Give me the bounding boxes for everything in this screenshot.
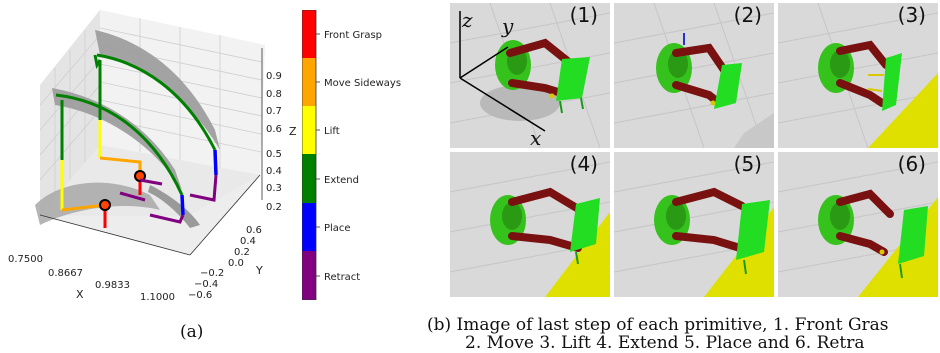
z-tick-5: 0.7 [266,106,282,117]
y-tick-3: 0.0 [228,258,244,269]
caption-a: (a) [180,322,204,342]
colorbar-place [302,203,316,251]
robot-image-6: (6) [778,152,938,297]
z-tick-3: 0.5 [266,149,282,160]
legend-front-grasp: Front Grasp [324,30,382,41]
y-tick-5: 0.4 [240,236,256,247]
colorbar-extend [302,154,316,203]
y-tick-2: −0.2 [200,268,224,279]
robot-image-1: z y x (1) [450,3,610,148]
colorbar-lift [302,106,316,154]
tile-number-2: (2) [733,3,762,27]
x-tick-0: 0.7500 [8,254,43,265]
z-tick-1: 0.3 [266,183,282,194]
caption-b-line1: (b) Image of last step of each primitive… [427,315,889,335]
z-tick-0: 0.2 [266,202,282,213]
caption-b-line2: 2. Move 3. Lift 4. Extend 5. Place and 6… [465,333,865,353]
x-tick-2: 0.9833 [95,280,130,291]
y-axis-label: Y [255,264,263,277]
colorbar-move-sideways [302,58,316,106]
robot-image-5: (5) [614,152,774,297]
z-axis-label: Z [289,125,297,138]
colorbar-retract [302,251,316,300]
tile-number-3: (3) [897,3,926,27]
x-tick-1: 0.8667 [48,268,83,279]
tile-number-5: (5) [733,152,762,176]
tile-number-1: (1) [569,3,598,27]
x-axis-label: X [76,288,84,301]
legend-place: Place [324,223,351,234]
z-tick-6: 0.8 [266,89,282,100]
legend-move-sideways: Move Sideways [324,78,401,89]
tile-number-4: (4) [569,152,598,176]
z-tick-4: 0.6 [266,124,282,135]
robot-image-3: (3) [778,3,938,148]
y-tick-6: 0.6 [246,225,262,236]
tile-number-6: (6) [897,152,926,176]
z-tick-7: 0.9 [266,71,282,82]
robot-image-2: (2) [614,3,774,148]
legend-lift: Lift [324,126,340,137]
y-tick-4: 0.2 [234,247,250,258]
y-tick-0: −0.6 [188,290,212,301]
colorbar-front-grasp [302,10,316,58]
y-tick-1: −0.4 [194,279,218,290]
robot-image-4: (4) [450,152,610,297]
z-tick-2: 0.4 [266,166,282,177]
legend-extend: Extend [324,175,359,186]
x-tick-3: 1.1000 [140,292,175,303]
legend-retract: Retract [324,272,360,283]
